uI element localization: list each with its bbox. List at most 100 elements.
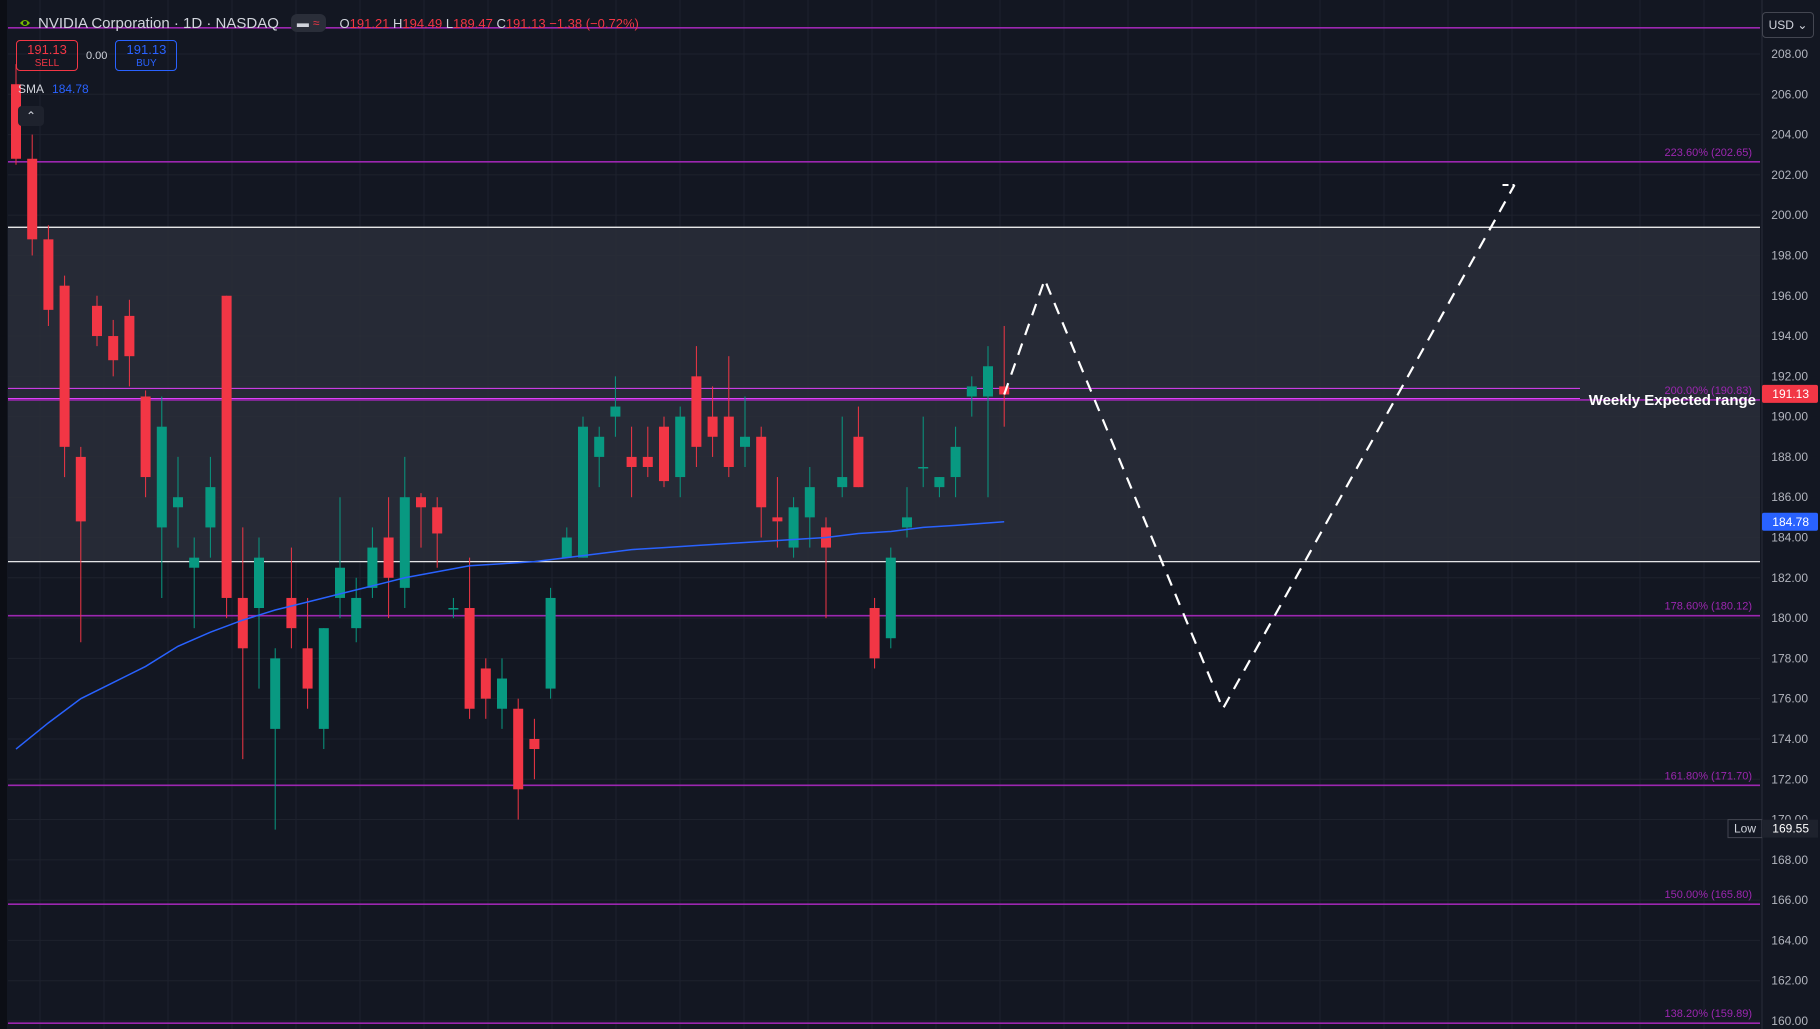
close-value: 191.13 <box>505 15 546 31</box>
symbol-title[interactable]: NVIDIA Corporation · 1D · NASDAQ <box>38 14 279 32</box>
candle-body <box>788 507 799 548</box>
candles <box>11 64 1010 830</box>
candle-body <box>92 305 102 337</box>
candle-body <box>918 466 929 469</box>
candle-body <box>740 436 750 447</box>
fib-level-label: 150.00% (165.80) <box>1665 889 1752 901</box>
price-axis-tick-label: 188.00 <box>1771 450 1808 464</box>
sma-price-tag: 184.78 <box>1772 515 1809 529</box>
candle-body <box>318 628 329 729</box>
candle-body <box>675 416 686 478</box>
candle-body <box>27 158 38 240</box>
candle-body <box>804 487 815 518</box>
candle-body <box>983 366 993 397</box>
candle-body <box>464 608 475 709</box>
candle-body <box>399 497 410 588</box>
sma-label: SMA <box>18 82 45 96</box>
sma-value: 184.78 <box>52 82 89 96</box>
currency-label: USD <box>1768 18 1794 32</box>
candle-body <box>561 537 572 558</box>
candle-body <box>367 547 378 588</box>
candle-body <box>529 738 540 750</box>
candle-body <box>108 336 119 361</box>
candle-body <box>626 456 637 467</box>
candle-body <box>351 597 362 629</box>
candle-body <box>254 557 264 609</box>
high-value: 194.49 <box>402 15 443 31</box>
spread-value: 0.00 <box>86 49 108 62</box>
legend-pill[interactable]: ▬ ≈ <box>290 14 326 32</box>
price-axis-tick-label: 206.00 <box>1771 87 1808 101</box>
trade-panel: 191.13 SELL 0.00 191.13 BUY <box>16 40 178 71</box>
candle-body <box>286 597 297 629</box>
sma-legend[interactable]: SMA 184.78 <box>18 82 89 96</box>
fib-level-label: 223.60% (202.65) <box>1665 147 1752 159</box>
open-value: 191.21 <box>349 15 390 31</box>
sell-label: SELL <box>34 58 60 69</box>
price-axis-tick-label: 202.00 <box>1771 168 1808 182</box>
last-price-tag-bg <box>1762 384 1818 403</box>
candle-body <box>513 708 524 790</box>
candle-body <box>837 477 848 488</box>
price-axis-tick-label: 178.00 <box>1771 651 1808 665</box>
currency-selector[interactable]: USD ⌄ <box>1762 12 1814 38</box>
candle-body <box>934 477 945 488</box>
candle-body <box>59 285 70 447</box>
candle-body <box>302 648 313 689</box>
candle-body <box>610 406 621 417</box>
sell-price: 191.13 <box>27 42 67 57</box>
candle-body <box>853 436 864 488</box>
candle-body <box>545 597 556 689</box>
buy-label: BUY <box>136 58 157 69</box>
candle-body <box>448 608 459 610</box>
candle-body <box>43 239 54 310</box>
price-axis-tick-label: 186.00 <box>1771 490 1808 504</box>
price-axis: 160.00162.00164.00166.00168.00170.00172.… <box>1727 0 1820 1029</box>
nvidia-logo-icon <box>20 20 30 26</box>
ohlc-values: O191.21 H194.49 L189.47 C191.13 −1.38 (−… <box>339 15 639 31</box>
compare-icon[interactable]: ≈ <box>312 16 320 30</box>
candle-body <box>578 426 588 558</box>
eye-icon[interactable]: ▬ <box>296 16 309 30</box>
candle-body <box>869 608 880 659</box>
price-axis-tick-label: 208.00 <box>1771 47 1808 61</box>
price-axis-tick-label: 174.00 <box>1771 732 1808 746</box>
low-tag-label: Low <box>1734 822 1756 836</box>
price-axis-tick-label: 160.00 <box>1771 1014 1808 1028</box>
sell-button[interactable]: 191.13 SELL <box>16 40 78 71</box>
chevron-up-icon: ⌃ <box>25 109 37 123</box>
fib-level-label: 200.00% (190.83) <box>1665 385 1752 397</box>
candle-body <box>140 396 151 478</box>
price-axis-tick-label: 168.00 <box>1771 853 1808 867</box>
price-axis-tick-label: 196.00 <box>1771 289 1808 303</box>
price-axis-tick-label: 198.00 <box>1771 248 1808 262</box>
price-axis-tick-label: 194.00 <box>1771 329 1808 343</box>
chevron-down-icon: ⌄ <box>1797 18 1808 32</box>
low-price-tag-bg <box>1762 819 1818 838</box>
candle-body <box>416 497 426 508</box>
candle-body <box>723 416 734 467</box>
fib-level-label: 161.80% (171.70) <box>1665 770 1752 782</box>
price-axis-tick-label: 184.00 <box>1771 531 1808 545</box>
candle-body <box>383 537 394 578</box>
candle-body <box>707 416 718 437</box>
buy-button[interactable]: 191.13 BUY <box>115 40 178 71</box>
candle-body <box>594 436 605 457</box>
chart-legend: NVIDIA Corporation · 1D · NASDAQ ▬ ≈ O19… <box>18 14 639 32</box>
sma-line <box>15 521 1005 750</box>
price-axis-tick-label: 200.00 <box>1771 208 1808 222</box>
collapse-legend-button[interactable]: ⌃ <box>18 106 44 126</box>
low-price-tag: 169.55 <box>1772 822 1809 836</box>
candle-body <box>497 678 507 709</box>
candle-body <box>189 557 200 568</box>
candle-body <box>966 386 977 397</box>
candle-body <box>124 315 135 357</box>
candle-body <box>642 456 653 467</box>
weekly-expected-range-annotation: Weekly Expected range <box>1589 392 1756 409</box>
price-axis-tick-label: 182.00 <box>1771 571 1808 585</box>
price-axis-tick-label: 190.00 <box>1771 410 1808 424</box>
candle-body <box>772 517 783 522</box>
candle-body <box>999 386 1010 395</box>
candle-body <box>756 436 767 508</box>
